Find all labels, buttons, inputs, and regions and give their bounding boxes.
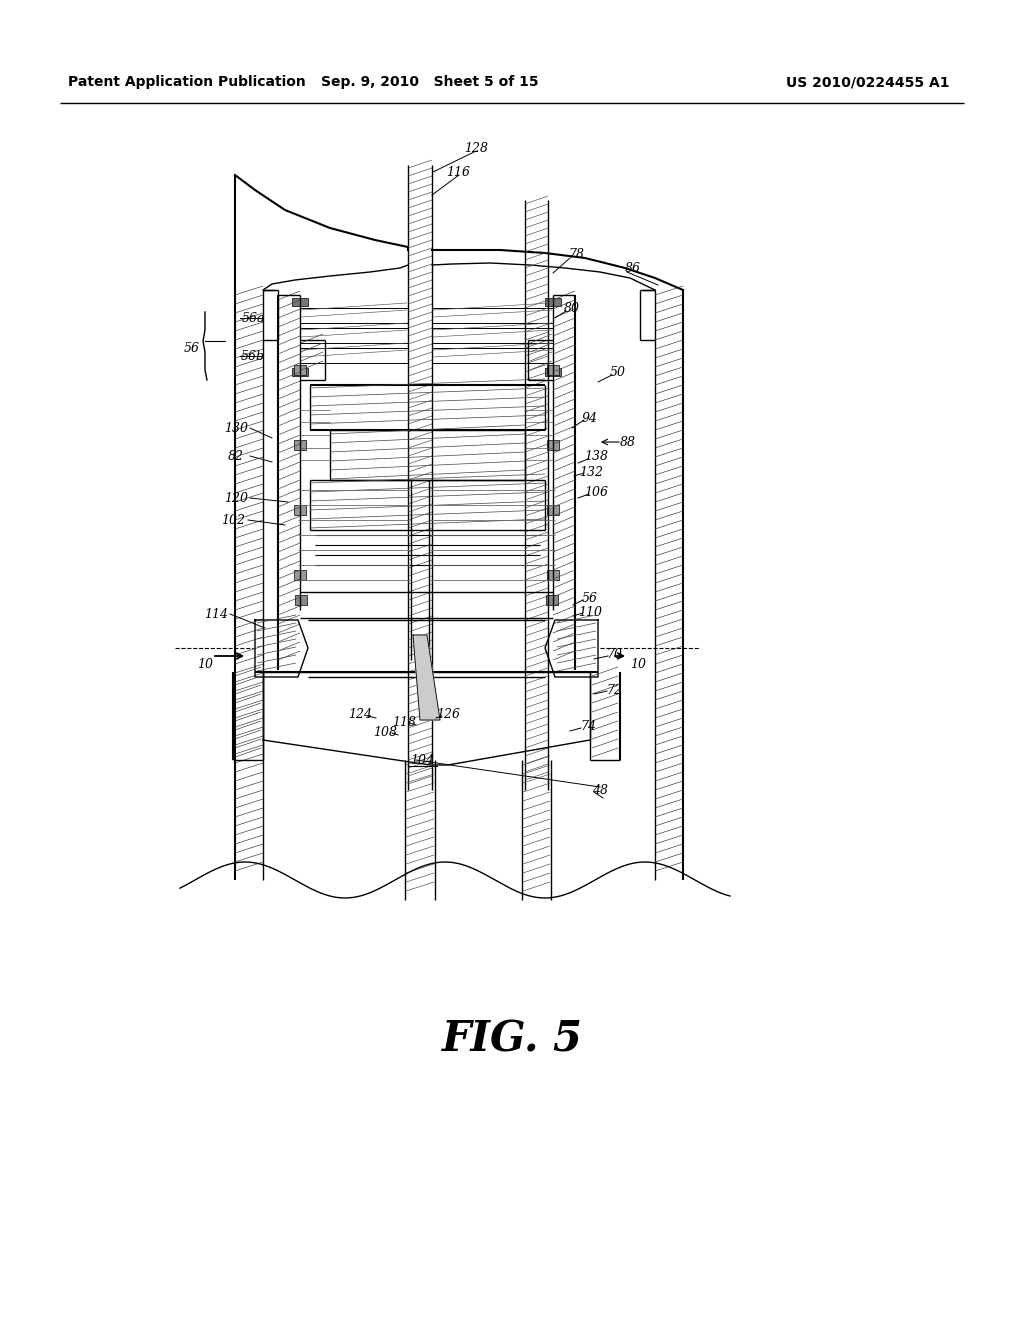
Bar (294, 506, 306, 515)
Text: 116: 116 (446, 165, 470, 178)
Bar (300, 308, 408, 323)
Text: 120: 120 (224, 491, 248, 504)
Bar (294, 366, 306, 375)
Text: 110: 110 (578, 606, 602, 619)
Text: 10: 10 (630, 657, 646, 671)
Text: 124: 124 (348, 708, 372, 721)
Polygon shape (413, 635, 440, 719)
Bar (432, 348, 553, 363)
Text: 74: 74 (580, 719, 596, 733)
Bar (547, 440, 559, 450)
Bar (547, 366, 559, 375)
Text: 88: 88 (620, 436, 636, 449)
Text: 108: 108 (373, 726, 397, 738)
Bar (546, 595, 558, 605)
Text: 132: 132 (579, 466, 603, 479)
Text: 70: 70 (606, 648, 622, 660)
Text: 56a: 56a (242, 312, 265, 325)
Bar (432, 308, 553, 323)
Bar (432, 327, 553, 343)
Text: US 2010/0224455 A1: US 2010/0224455 A1 (786, 75, 950, 88)
Text: 138: 138 (584, 450, 608, 463)
Text: 86: 86 (625, 261, 641, 275)
Text: 56: 56 (184, 342, 200, 355)
Bar (294, 440, 306, 450)
Text: 104: 104 (410, 754, 434, 767)
Text: 10: 10 (197, 657, 213, 671)
Text: 128: 128 (464, 141, 488, 154)
Bar (545, 368, 561, 376)
Text: 82: 82 (228, 450, 244, 462)
Bar (547, 506, 559, 515)
Bar (547, 570, 559, 579)
Text: 94: 94 (582, 412, 598, 425)
Bar (292, 368, 308, 376)
Text: 118: 118 (392, 715, 416, 729)
Text: 78: 78 (568, 248, 584, 261)
Text: 80: 80 (564, 301, 580, 314)
Bar (292, 298, 308, 306)
Bar (300, 327, 408, 343)
Text: Sep. 9, 2010   Sheet 5 of 15: Sep. 9, 2010 Sheet 5 of 15 (322, 75, 539, 88)
Text: 106: 106 (584, 486, 608, 499)
Bar (545, 298, 561, 306)
Bar (300, 348, 408, 363)
Text: Patent Application Publication: Patent Application Publication (68, 75, 306, 88)
Bar (294, 570, 306, 579)
Text: 126: 126 (436, 709, 460, 722)
Text: 56: 56 (582, 591, 598, 605)
Text: 50: 50 (610, 366, 626, 379)
Text: FIG. 5: FIG. 5 (441, 1019, 583, 1061)
Bar (295, 595, 307, 605)
Text: 72: 72 (606, 684, 622, 697)
Text: 114: 114 (204, 607, 228, 620)
Text: 56b: 56b (241, 350, 265, 363)
Text: 48: 48 (592, 784, 608, 796)
Text: 130: 130 (224, 421, 248, 434)
Text: 102: 102 (221, 513, 245, 527)
